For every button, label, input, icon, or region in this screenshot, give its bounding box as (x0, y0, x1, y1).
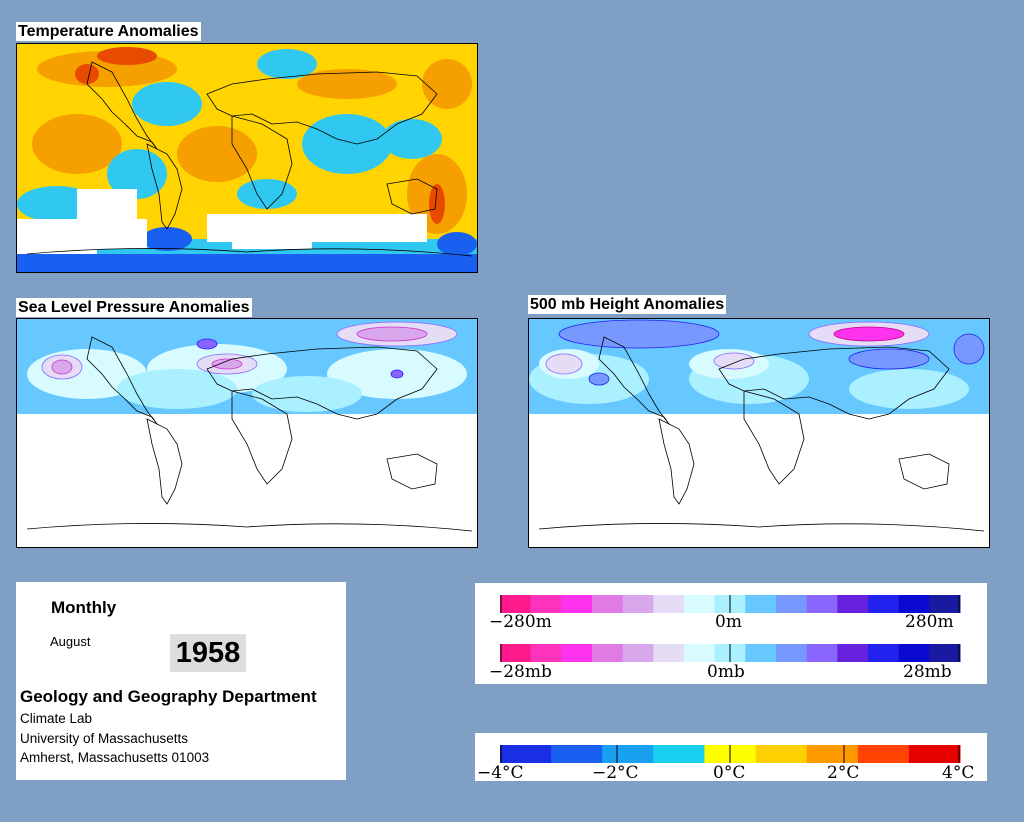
color-swatch (776, 644, 808, 662)
color-swatch (776, 595, 808, 613)
temp-legend-plus4: 4°C (942, 763, 974, 781)
continent-outlines (26, 61, 473, 257)
temperature-color-bar (500, 745, 961, 763)
color-swatch (551, 745, 603, 763)
pressure-legend-mid: 0mb (707, 662, 745, 682)
color-swatch (806, 644, 838, 662)
temp-legend-plus2: 2°C (827, 763, 859, 781)
address-line-1: Climate Lab (20, 711, 93, 726)
color-swatch (755, 745, 808, 763)
color-swatch (500, 595, 532, 613)
color-swatch (500, 745, 552, 763)
temperature-anomaly-map (16, 43, 478, 273)
address-line-3: Amherst, Massachusetts 01003 (20, 750, 210, 765)
color-swatch (592, 595, 624, 613)
color-swatch (500, 644, 532, 662)
temp-legend-minus2: −2°C (592, 763, 639, 781)
color-swatch (929, 595, 961, 613)
frequency-label: Monthly (51, 598, 117, 617)
color-swatch (561, 595, 593, 613)
color-swatch (837, 595, 869, 613)
color-swatch (898, 644, 930, 662)
pressure-legend-max: 28mb (903, 662, 952, 682)
color-swatch (868, 644, 900, 662)
temperature-legend-box: −4°C −2°C 0°C 2°C 4°C (475, 733, 987, 781)
height-color-bar (500, 595, 961, 613)
temp-legend-minus4: −4°C (477, 763, 524, 781)
pressure-legend-min: −28mb (489, 662, 552, 682)
color-swatch (653, 745, 705, 763)
color-swatch (622, 595, 654, 613)
color-swatch (530, 644, 562, 662)
info-box: Monthly August 1958 Geology and Geograph… (16, 582, 346, 780)
temp-legend-zero: 0°C (713, 763, 745, 781)
year-label: 1958 (170, 634, 246, 672)
month-label: August (50, 634, 91, 649)
color-swatch (653, 595, 685, 613)
color-swatch (684, 644, 716, 662)
color-swatch (745, 595, 777, 613)
department-name: Geology and Geography Department (20, 687, 317, 706)
slp-anomaly-map (16, 318, 478, 548)
anomaly-legend-box: −280m 0m 280m −28mb 0mb 28mb (475, 583, 987, 684)
color-swatch (602, 745, 654, 763)
color-swatch (653, 644, 685, 662)
color-swatch (592, 644, 624, 662)
pressure-color-bar (500, 644, 961, 662)
color-swatch (929, 644, 961, 662)
color-swatch (806, 595, 838, 613)
color-swatch (837, 644, 869, 662)
color-swatch (684, 595, 716, 613)
slp-anomalies-title: Sea Level Pressure Anomalies (16, 298, 252, 317)
color-swatch (806, 745, 859, 763)
height-legend-max: 280m (905, 612, 954, 632)
temperature-anomalies-title: Temperature Anomalies (16, 22, 201, 41)
color-swatch (908, 745, 961, 763)
address-line-2: University of Massachusetts (20, 731, 189, 746)
height500-anomaly-map (528, 318, 990, 548)
height500-anomalies-title: 500 mb Height Anomalies (528, 295, 727, 314)
color-swatch (561, 644, 593, 662)
color-swatch (622, 644, 654, 662)
color-swatch (857, 745, 910, 763)
color-swatch (868, 595, 900, 613)
color-swatch (898, 595, 930, 613)
color-swatch (745, 644, 777, 662)
color-swatch (530, 595, 562, 613)
height-legend-mid: 0m (715, 612, 742, 632)
height-legend-min: −280m (489, 612, 552, 632)
